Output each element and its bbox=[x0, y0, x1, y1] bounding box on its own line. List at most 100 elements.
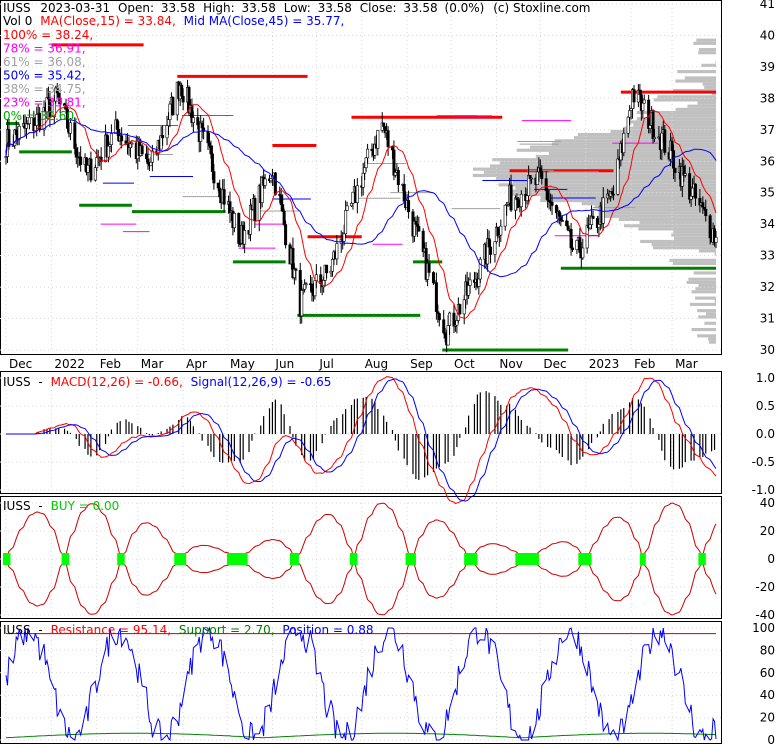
candle-body bbox=[191, 117, 195, 123]
candle-body bbox=[437, 313, 441, 321]
candle-body bbox=[638, 89, 642, 95]
candle-body bbox=[355, 185, 359, 203]
candle-body bbox=[503, 204, 507, 227]
macd-axis-label: -0.5 bbox=[752, 455, 775, 469]
volume-profile-bar bbox=[581, 202, 716, 206]
volume-profile-bar bbox=[577, 132, 716, 137]
macd-line bbox=[6, 376, 717, 505]
candle-body bbox=[499, 225, 503, 236]
candle-body bbox=[120, 135, 124, 142]
candle-body bbox=[588, 224, 592, 229]
candle-body bbox=[530, 177, 534, 180]
volume-profile-bar bbox=[472, 173, 716, 177]
candle-body bbox=[330, 259, 334, 272]
candle-body bbox=[546, 190, 550, 201]
candle-body bbox=[313, 280, 317, 297]
fib-level-label: 100% = 38.24, bbox=[3, 28, 93, 42]
x-tick-label: May bbox=[230, 357, 255, 371]
candle-body bbox=[58, 97, 62, 105]
candle-body bbox=[109, 133, 113, 146]
volume-profile-bar bbox=[697, 309, 716, 313]
candle-body bbox=[663, 129, 667, 153]
rsp-axis-label: 20 bbox=[760, 711, 775, 725]
buy-signal-marker bbox=[351, 553, 358, 565]
candle-body bbox=[694, 183, 698, 199]
candle-body bbox=[489, 246, 493, 255]
price-axis-label: 37 bbox=[760, 123, 775, 137]
candle-body bbox=[442, 319, 446, 334]
volume-profile-bar bbox=[693, 271, 716, 275]
candle-body bbox=[622, 132, 626, 154]
candle-body bbox=[382, 122, 386, 127]
price-axis-label: 34 bbox=[760, 217, 775, 231]
candle-body bbox=[540, 171, 544, 180]
price-axis-label: 41 bbox=[760, 0, 775, 11]
candle-body bbox=[509, 184, 513, 211]
volume-profile-bar bbox=[623, 224, 716, 228]
rsp-axis-label: 60 bbox=[760, 666, 775, 680]
candle-body bbox=[269, 178, 273, 182]
candle-body bbox=[300, 290, 304, 317]
open-value: 33.58 bbox=[161, 1, 195, 15]
candle-body bbox=[207, 142, 211, 147]
volume-profile-bar bbox=[691, 290, 716, 294]
candle-body bbox=[166, 119, 170, 126]
buy-signal-marker bbox=[180, 553, 187, 565]
volume-profile-bar bbox=[689, 302, 716, 306]
candle-body bbox=[218, 187, 222, 198]
buy-signal-marker bbox=[118, 553, 125, 565]
volume-profile-bar bbox=[711, 92, 716, 96]
candle-body bbox=[407, 200, 411, 213]
candle-body bbox=[48, 98, 52, 118]
volume-profile-bar bbox=[604, 211, 716, 215]
volume-profile-bar bbox=[516, 148, 716, 152]
buy-signal-marker bbox=[528, 553, 535, 565]
candle-body bbox=[477, 278, 481, 287]
signal-label: Signal(12,26,9) = -0.65 bbox=[191, 375, 332, 389]
volume-profile-bar bbox=[695, 287, 716, 291]
macd-axis-label: 0.0 bbox=[756, 427, 775, 441]
volume-profile-bar bbox=[618, 217, 716, 222]
candle-body bbox=[519, 193, 523, 208]
candle-body bbox=[414, 220, 418, 225]
rsp-symbol: IUSS bbox=[3, 623, 31, 637]
candle-body bbox=[342, 233, 346, 242]
volume-profile-bar bbox=[636, 117, 716, 121]
candle-body bbox=[468, 279, 472, 286]
candle-body bbox=[544, 178, 548, 191]
volume-profile-bar bbox=[639, 221, 716, 225]
volume-profile-bar bbox=[696, 38, 716, 42]
x-tick-label: Jun bbox=[274, 357, 294, 371]
x-tick-label: Oct bbox=[454, 357, 475, 371]
volume-profile-bar bbox=[599, 214, 716, 218]
fib-level-label: 61% = 36.08, bbox=[3, 55, 86, 69]
candle-body bbox=[708, 215, 712, 239]
volume-profile-bar bbox=[701, 63, 716, 67]
candle-body bbox=[642, 99, 646, 104]
candle-body bbox=[455, 320, 459, 326]
signal-line bbox=[6, 378, 717, 502]
macd-symbol: IUSS bbox=[3, 375, 31, 389]
ma45-line bbox=[5, 118, 717, 278]
candle-body bbox=[281, 204, 285, 212]
buy-panel-frame bbox=[0, 496, 722, 619]
candle-body bbox=[458, 304, 462, 315]
support-label: Support = 2.70, bbox=[179, 623, 275, 637]
volume-profile-bar bbox=[551, 142, 716, 146]
candle-body bbox=[73, 122, 77, 149]
rsp-axis-label: 40 bbox=[760, 688, 775, 702]
volume-profile-bar bbox=[653, 246, 716, 250]
buy-signal-marker bbox=[579, 553, 586, 565]
volume-profile-bar bbox=[515, 186, 716, 190]
price-axis-label: 36 bbox=[760, 154, 775, 168]
candle-body bbox=[200, 122, 204, 129]
candle-body bbox=[402, 184, 406, 202]
candle-body bbox=[161, 135, 165, 139]
header-date: 2023-03-31 bbox=[40, 1, 110, 15]
header-line: IUSS 2023-03-31 Open: 33.58 High: 33.58 … bbox=[3, 1, 590, 15]
volume-profile-bar bbox=[574, 136, 716, 140]
volume-profile-bar bbox=[702, 82, 716, 86]
buy-signal-marker bbox=[471, 553, 478, 565]
volume-profile-bar bbox=[675, 79, 716, 83]
candle-body bbox=[641, 102, 645, 111]
